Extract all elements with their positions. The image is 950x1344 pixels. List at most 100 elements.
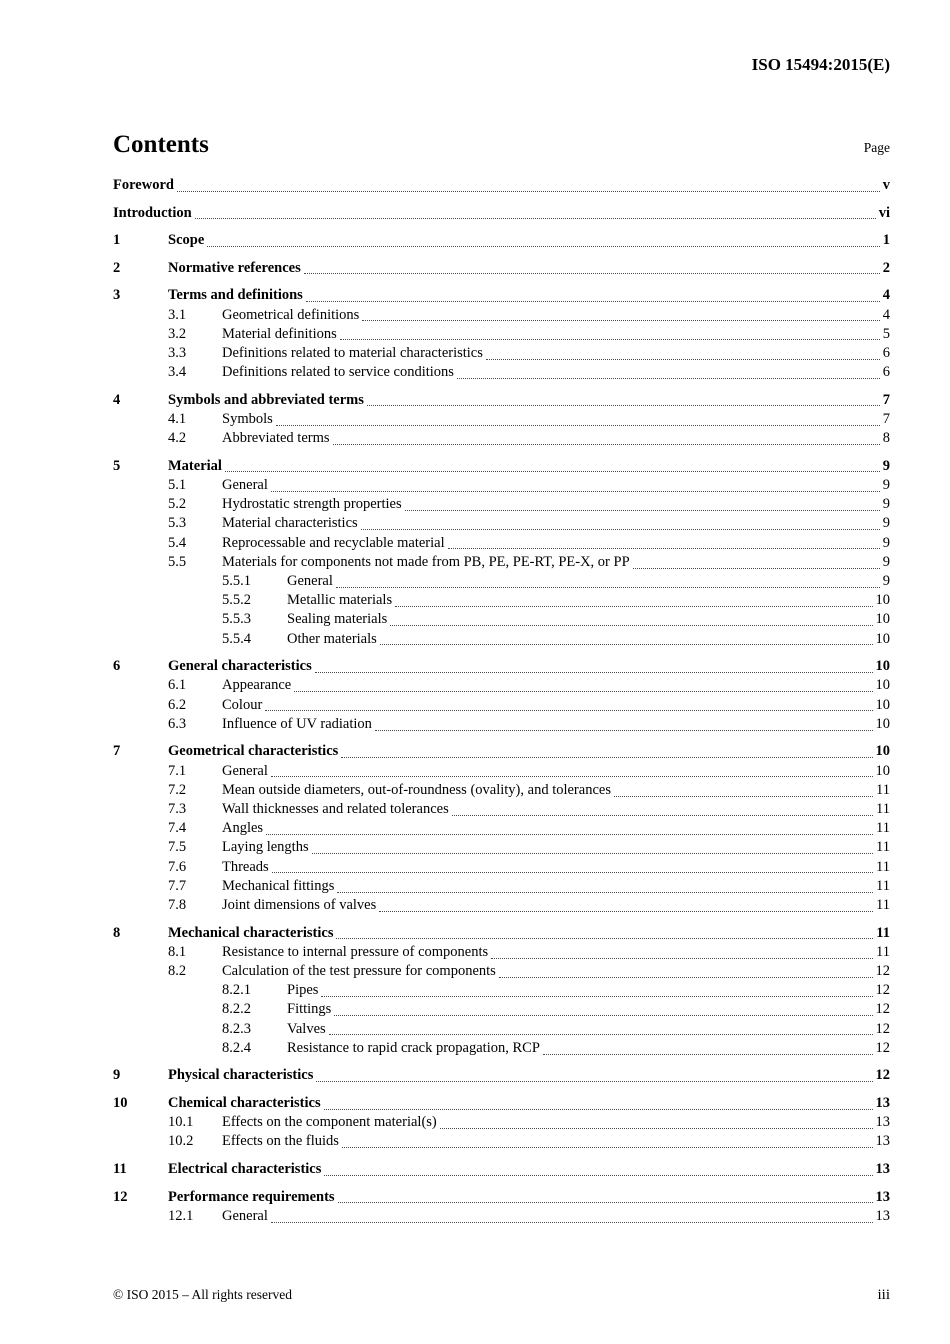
toc-entry-title: Terms and definitions	[168, 287, 303, 304]
toc-entry-title: Introduction	[113, 204, 192, 221]
toc-entry-number: 7.1	[168, 762, 187, 779]
toc-entry-page: 11	[876, 781, 890, 798]
dot-leader	[404, 509, 880, 511]
toc-entry-title: Performance requirements	[168, 1188, 335, 1205]
toc-entry-number: 7.7	[168, 877, 187, 894]
toc-entry-number: 6.3	[168, 715, 187, 732]
toc-entry-number: 7.2	[168, 781, 187, 798]
dot-leader	[316, 1081, 873, 1083]
toc-entry-title: Laying lengths	[222, 839, 309, 856]
dot-leader	[270, 1221, 873, 1223]
toc-entry-page: 12	[875, 1020, 891, 1037]
toc-entry-number: 7.8	[168, 897, 187, 914]
dot-leader	[542, 1053, 873, 1055]
toc-entry-title: Threads	[222, 858, 269, 875]
toc-entry: 8.2 Calculation of the test pressure for …	[113, 962, 890, 981]
toc-entry-page: 4	[882, 306, 890, 323]
toc-entry: 5.5 Materials for components not made fro…	[113, 553, 890, 572]
toc-entry: 12.1 General 13	[113, 1207, 890, 1226]
copyright-notice: © ISO 2015 – All rights reserved	[113, 1287, 292, 1302]
dot-leader	[341, 757, 873, 759]
toc-entry: 5.4 Reprocessable and recyclable material…	[113, 534, 890, 553]
toc-entry: 4.1 Symbols 7	[113, 410, 890, 429]
toc-entry: 4.2 Abbreviated terms 8	[113, 429, 890, 448]
toc-entry-title: Effects on the fluids	[222, 1133, 339, 1150]
toc-entry-page: 2	[882, 259, 890, 276]
dot-leader	[176, 190, 880, 192]
dot-leader	[491, 957, 874, 959]
toc-entry-number: 5.5.1	[222, 573, 251, 589]
toc-entry: 7 Geometrical characteristics 10	[113, 742, 890, 761]
toc-entry: 3.3 Definitions related to material chara…	[113, 344, 890, 363]
toc-entry-page: 11	[876, 924, 890, 941]
toc-entry-number: 5.5.4	[222, 630, 251, 647]
dot-leader	[337, 1202, 873, 1204]
toc-entry-number: 8.1	[168, 943, 187, 960]
toc-entry: 3.1 Geometrical definitions 4	[113, 306, 890, 325]
toc-entry-title: Material characteristics	[222, 515, 358, 532]
folio-page-number: iii	[877, 1287, 890, 1303]
dot-leader	[451, 814, 874, 816]
toc-entry-title: Colour	[222, 696, 263, 713]
dot-leader	[632, 567, 880, 569]
dot-leader	[224, 471, 880, 473]
toc-entry-page: 10	[875, 696, 891, 713]
toc-entry-number: 7.5	[168, 839, 187, 856]
toc-entry-page: 10	[875, 715, 891, 732]
toc-entry-page: 7	[882, 391, 890, 408]
toc-entry-number: 12.1	[168, 1207, 194, 1224]
toc-entry: 7.1 General 10	[113, 762, 890, 781]
toc-entry-number: 4.2	[168, 430, 187, 447]
toc-entry-title: Wall thicknesses and related tolerances	[222, 801, 449, 818]
toc-entry-page: 11	[876, 801, 890, 818]
toc-entry-page: 5	[882, 325, 890, 342]
toc-entry: 5.5.1 General 9	[113, 572, 890, 591]
toc-entry-number: 10	[113, 1095, 128, 1112]
toc-entry-page: 8	[882, 430, 890, 447]
dot-leader	[336, 938, 874, 940]
toc-entry: 5.1 General 9	[113, 476, 890, 495]
toc-entry: 7.7 Mechanical fittings 11	[113, 877, 890, 896]
toc-entry: 5.5.4 Other materials 10	[113, 630, 890, 649]
toc-entry-number: 8.2.1	[222, 982, 251, 999]
toc-entry-title: Influence of UV radiation	[222, 715, 372, 732]
toc-entry-page: 13	[875, 1114, 891, 1131]
toc-entry: 7.5 Laying lengths 11	[113, 838, 890, 857]
toc-heading-row: Contents Page	[113, 131, 890, 159]
dot-leader	[390, 625, 873, 627]
toc-entry-number: 8.2	[168, 963, 187, 980]
dot-leader	[332, 443, 880, 445]
toc-entry: 8.1 Resistance to internal pressure of co…	[113, 943, 890, 962]
toc-entry: 6 General characteristics 10	[113, 657, 890, 676]
dot-leader	[360, 529, 880, 531]
toc-entry-page: 13	[875, 1161, 891, 1178]
dot-leader	[362, 320, 880, 322]
dot-leader	[366, 405, 880, 407]
toc-entry: 9 Physical characteristics 12	[113, 1066, 890, 1085]
toc-entry-page: 11	[876, 943, 890, 960]
toc-entry-page: 10	[875, 743, 891, 760]
toc-entry-page: 9	[882, 496, 890, 513]
toc-entry: 8.2.1 Pipes 12	[113, 981, 890, 1000]
toc-entry: 3.4 Definitions related to service condit…	[113, 363, 890, 382]
toc-entry-page: 13	[875, 1188, 891, 1205]
toc-entry: 6.1 Appearance 10	[113, 676, 890, 695]
toc-entry-number: 7	[113, 743, 121, 760]
toc-entry-title: Definitions related to material characte…	[222, 344, 483, 361]
toc-entry-title: Mechanical characteristics	[168, 924, 334, 941]
page-column-label: Page	[863, 140, 890, 155]
toc-entry: 11 Electrical characteristics 13	[113, 1160, 890, 1179]
toc-entry-title: Symbols	[222, 410, 273, 427]
dot-leader	[194, 218, 876, 220]
toc-entry: 6.2 Colour 10	[113, 696, 890, 715]
toc-entry-page: 9	[882, 457, 890, 474]
toc-entry-title: Fittings	[287, 1001, 332, 1018]
toc-entry-title: General	[222, 762, 268, 779]
doc-reference: ISO 15494:2015(E)	[751, 55, 890, 74]
toc-entry-number: 7.3	[168, 801, 187, 818]
toc-list: Foreword v Introduction vi 1 Scope 1 2 Normative…	[113, 176, 890, 1226]
toc-entry-page: 9	[882, 553, 890, 570]
toc-entry-number: 4	[113, 391, 121, 408]
dot-leader	[379, 644, 873, 646]
